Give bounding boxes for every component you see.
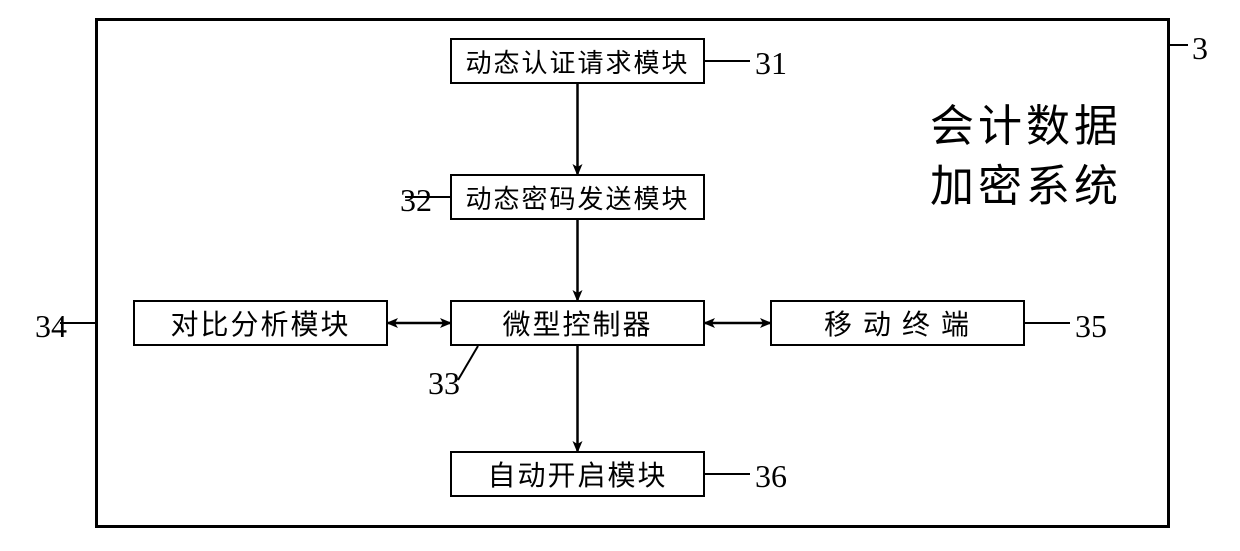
node-auto-open: 自动开启模块: [450, 451, 705, 497]
ref-31: 31: [755, 45, 787, 82]
node-microcontroller: 微型控制器: [450, 300, 705, 346]
node-label: 移 动 终 端: [824, 303, 971, 343]
ref-33: 33: [428, 365, 460, 402]
ref-3: 3: [1192, 30, 1208, 67]
node-label: 动态密码发送模块: [465, 179, 689, 216]
node-label: 动态认证请求模块: [465, 43, 689, 80]
diagram-canvas: 会计数据 加密系统 动态认证请求模块 动态密码发送模块 微型控制器 对比分析模块…: [0, 0, 1240, 551]
ref-32: 32: [400, 182, 432, 219]
ref-35: 35: [1075, 308, 1107, 345]
node-mobile-terminal: 移 动 终 端: [770, 300, 1025, 346]
title-line-1: 会计数据: [930, 90, 1122, 154]
node-label: 对比分析模块: [170, 303, 350, 343]
node-compare-analyze: 对比分析模块: [133, 300, 388, 346]
ref-34: 34: [35, 308, 67, 345]
ref-36: 36: [755, 458, 787, 495]
title-line-2: 加密系统: [930, 150, 1122, 214]
node-dynamic-password-send: 动态密码发送模块: [450, 174, 705, 220]
node-dynamic-auth-request: 动态认证请求模块: [450, 38, 705, 84]
node-label: 微型控制器: [502, 303, 652, 343]
node-label: 自动开启模块: [487, 454, 667, 494]
